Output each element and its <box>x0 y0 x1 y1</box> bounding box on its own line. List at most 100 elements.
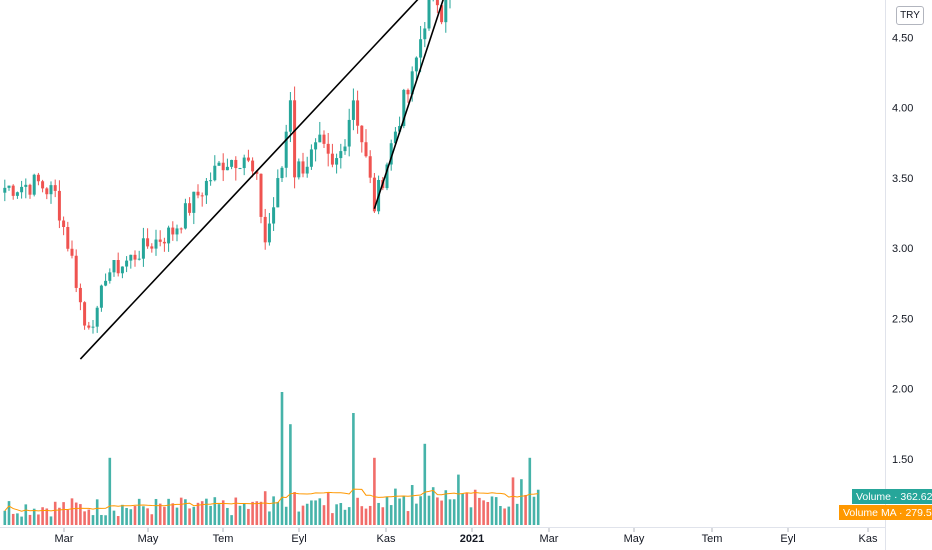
candle-body <box>36 174 40 182</box>
volume-bar <box>356 497 359 525</box>
volume-bar <box>188 508 191 525</box>
volume-bar <box>7 501 11 525</box>
volume-bar <box>473 489 477 525</box>
volume-bar <box>142 506 145 525</box>
candles-layer <box>3 0 451 334</box>
candle-body <box>288 100 292 132</box>
candle-body <box>335 158 339 165</box>
candle-body <box>267 223 271 243</box>
volume-bar <box>192 506 196 525</box>
volume-bar <box>368 505 372 525</box>
candle-body <box>440 5 444 23</box>
volume-bar <box>238 505 242 525</box>
volume-bar <box>507 506 511 525</box>
candle-body <box>263 216 267 243</box>
volume-bar <box>154 498 158 525</box>
volume-bar <box>217 504 221 525</box>
candle-body <box>116 260 120 274</box>
volume-bar <box>58 507 61 525</box>
candle-body <box>343 146 347 152</box>
candle-body <box>108 272 112 281</box>
volume-bar <box>528 457 532 525</box>
trendlines-layer[interactable] <box>79 0 781 360</box>
volume-bar <box>32 508 36 525</box>
volume-bar <box>129 509 133 525</box>
candle-body <box>209 180 213 182</box>
volume-bar <box>331 513 334 525</box>
volume-bar <box>486 501 490 525</box>
volume-bar <box>436 497 439 525</box>
candle-body <box>53 185 57 191</box>
volume-bar <box>91 515 95 525</box>
candle-body <box>255 171 259 174</box>
candle-body <box>129 254 133 261</box>
candle-body <box>7 185 11 188</box>
candle-body <box>196 191 200 196</box>
candle-body <box>83 302 87 326</box>
candle-body <box>423 28 427 40</box>
volume-bar <box>297 511 301 525</box>
candle-body <box>204 180 208 196</box>
candle-body <box>393 131 397 144</box>
volume-bar <box>448 499 452 525</box>
candle-body <box>389 143 393 165</box>
volume-bar <box>175 507 179 525</box>
volume-bar <box>377 502 380 525</box>
price-axis[interactable]: 1.502.002.503.003.504.004.505.005.506.00… <box>892 0 913 466</box>
volume-bar <box>230 515 233 525</box>
volume-bar <box>104 515 107 525</box>
time-tick-label: Kas <box>377 533 396 545</box>
volume-bar <box>37 514 40 525</box>
volume-bar <box>452 499 456 525</box>
candle-body <box>20 186 24 193</box>
volume-bar <box>184 499 187 525</box>
volume-bar <box>280 392 284 525</box>
candle-body <box>104 280 108 286</box>
volume-bar <box>289 424 292 525</box>
candle-body <box>410 71 414 95</box>
candle-body <box>419 39 423 58</box>
candle-body <box>309 149 313 167</box>
candle-body <box>368 156 372 178</box>
volume-bar <box>385 496 389 525</box>
volume-bar <box>158 503 162 525</box>
candle-body <box>318 134 322 143</box>
time-tick-label: Kas <box>859 533 878 545</box>
volume-bar <box>499 506 502 525</box>
volume-value-badge <box>852 489 932 504</box>
volume-bar <box>108 457 112 525</box>
volume-bar <box>112 510 116 525</box>
volume-bar <box>226 507 229 525</box>
price-tick-label: 3.00 <box>892 243 913 255</box>
volume-bar <box>305 503 309 525</box>
time-tick-label: Tem <box>213 533 234 545</box>
volume-bar <box>137 498 141 525</box>
candle-body <box>112 260 116 273</box>
candle-body <box>301 161 305 174</box>
time-axis[interactable]: Mar May Tem Eyl Kas 2021 Mar May Tem Eyl Kas <box>55 528 878 545</box>
candle-body <box>297 161 301 178</box>
volume-bar <box>171 503 175 525</box>
volume-bar <box>352 413 355 525</box>
candle-body <box>427 0 431 29</box>
candle-body <box>137 258 141 260</box>
candle-body <box>251 160 255 172</box>
time-tick-label: May <box>624 533 645 545</box>
price-tick-label: 4.50 <box>892 32 913 44</box>
candle-body <box>280 167 284 179</box>
candle-body <box>360 125 364 143</box>
candle-body <box>188 203 192 213</box>
currency-label[interactable]: TRY <box>896 6 924 25</box>
candle-body <box>402 89 406 126</box>
volume-bar <box>242 503 246 525</box>
volume-bar <box>83 511 86 525</box>
candle-body <box>398 125 402 132</box>
candle-body <box>200 195 204 197</box>
candle-body <box>45 188 49 195</box>
time-tick-label: 2021 <box>460 533 484 545</box>
volume-bar <box>125 507 128 525</box>
candle-body <box>28 184 32 195</box>
candle-body <box>192 191 196 213</box>
volume-bar <box>335 504 338 525</box>
